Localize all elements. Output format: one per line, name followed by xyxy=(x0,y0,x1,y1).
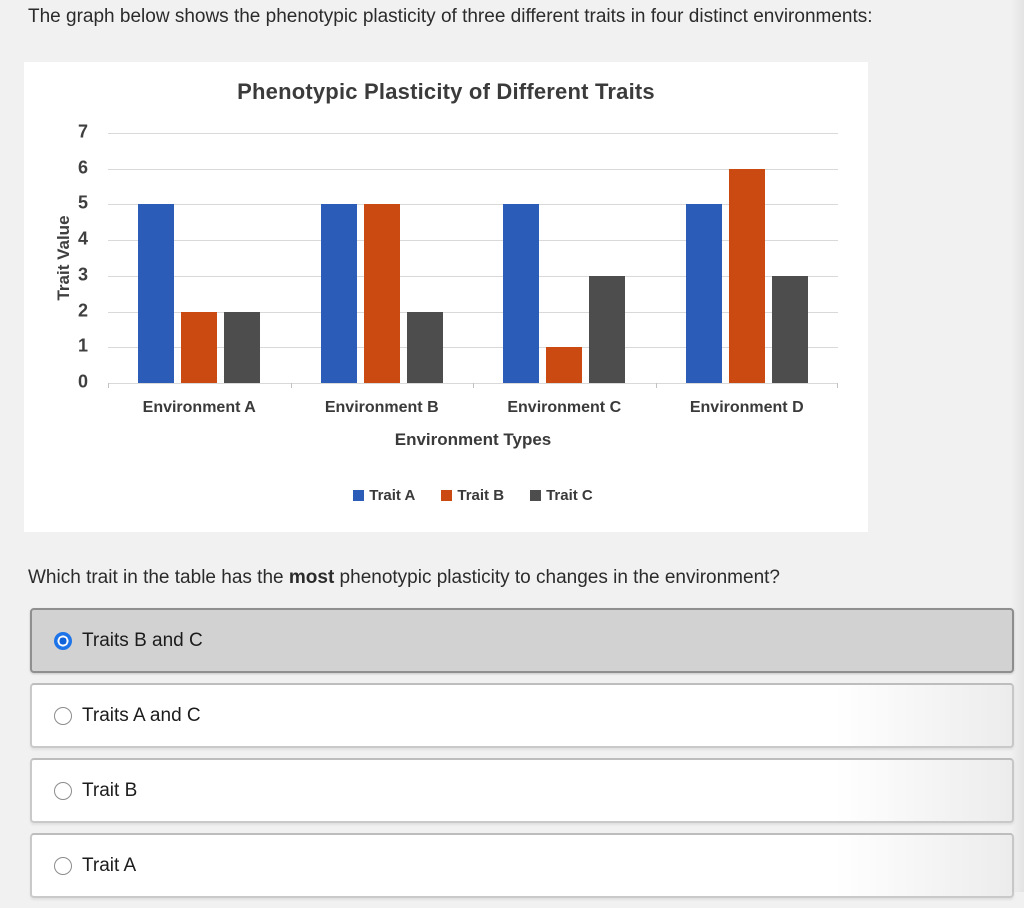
option-label: Trait A xyxy=(82,854,137,876)
x-axis-title: Environment Types xyxy=(394,430,552,449)
legend-swatch-trait-a xyxy=(353,490,365,501)
y-tick-label: 6 xyxy=(77,157,88,178)
x-category-label-environment-c: Environment C xyxy=(507,399,622,416)
chart-title: Phenotypic Plasticity of Different Trait… xyxy=(237,79,655,104)
y-tick-label: 1 xyxy=(77,335,88,356)
legend-item-trait-c: Trait C xyxy=(530,487,593,504)
question-bold-word: most xyxy=(288,567,335,588)
bar-trait-b-environment-a xyxy=(181,311,218,383)
question-text: Which trait in the table has the most ph… xyxy=(28,567,780,589)
legend-label: Trait B xyxy=(457,487,505,504)
y-tick-label: 0 xyxy=(77,371,88,392)
bar-trait-c-environment-c xyxy=(589,275,626,383)
bar-trait-a-environment-c xyxy=(503,204,540,383)
legend-swatch-trait-b xyxy=(441,490,453,501)
bar-trait-a-environment-d xyxy=(685,204,722,383)
answer-option-4[interactable]: Trait A xyxy=(30,833,1014,898)
y-tick-label: 4 xyxy=(77,228,88,249)
x-axis-tick xyxy=(473,383,474,388)
radio-button[interactable] xyxy=(54,781,72,800)
y-tick-label: 5 xyxy=(77,192,88,213)
bar-trait-b-environment-b xyxy=(363,204,400,383)
bar-groups xyxy=(108,133,838,383)
x-category-label-environment-b: Environment B xyxy=(324,399,439,416)
y-tick-label: 2 xyxy=(77,300,88,321)
plot-area xyxy=(108,133,838,388)
bar-trait-c-environment-a xyxy=(224,311,261,383)
bar-trait-b-environment-c xyxy=(546,347,583,383)
bar-trait-a-environment-b xyxy=(320,204,357,383)
chart-legend: Trait A Trait B Trait C xyxy=(108,487,838,504)
legend-label: Trait A xyxy=(369,487,416,504)
radio-button[interactable] xyxy=(54,856,72,875)
gridline xyxy=(108,133,838,134)
chart-panel: Phenotypic Plasticity of Different Trait… xyxy=(24,62,868,532)
option-label: Traits B and C xyxy=(82,629,203,651)
legend-item-trait-b: Trait B xyxy=(441,487,504,504)
x-category-label-environment-a: Environment A xyxy=(142,399,256,416)
question-suffix: phenotypic plasticity to changes in the … xyxy=(334,567,780,588)
y-axis-ticks: 0 1 2 3 4 5 6 7 xyxy=(24,121,96,391)
gridline xyxy=(108,240,838,242)
intro-text: The graph below shows the phenotypic pla… xyxy=(28,6,873,27)
radio-button[interactable] xyxy=(54,631,72,650)
bar-trait-a-environment-a xyxy=(138,204,175,383)
bar-trait-c-environment-b xyxy=(406,311,443,383)
legend-label: Trait C xyxy=(546,487,593,504)
answer-option-3[interactable]: Trait B xyxy=(30,758,1014,823)
answer-option-2[interactable]: Traits A and C xyxy=(30,683,1014,748)
legend-swatch-trait-c xyxy=(530,490,542,501)
gridline xyxy=(108,275,838,277)
x-axis-labels: Environment A Environment B Environment C E… xyxy=(108,399,838,417)
bar-group-environment-b xyxy=(291,133,474,383)
option-label: Trait B xyxy=(82,779,138,801)
y-tick-label: 7 xyxy=(77,121,88,142)
option-label: Traits A and C xyxy=(82,704,201,726)
x-axis-tick xyxy=(108,383,109,388)
x-category-label-environment-d: Environment D xyxy=(689,399,804,416)
bar-trait-c-environment-d xyxy=(771,275,808,383)
bar-group-environment-d xyxy=(656,133,839,383)
answer-option-1[interactable]: Traits B and C xyxy=(30,608,1014,673)
bar-group-environment-a xyxy=(108,133,291,383)
gridline xyxy=(108,204,838,206)
x-axis-tick xyxy=(655,383,657,388)
legend-item-trait-a: Trait A xyxy=(353,487,415,504)
bar-trait-b-environment-d xyxy=(728,168,765,383)
bar-group-environment-c xyxy=(473,133,656,383)
gridline xyxy=(108,311,838,313)
gridline xyxy=(108,347,838,349)
question-prefix: Which trait in the table has the xyxy=(28,567,289,588)
answer-options: Traits B and C Traits A and C Trait B Trait… xyxy=(30,608,1014,908)
gridline xyxy=(108,168,838,170)
y-tick-label: 3 xyxy=(77,264,88,285)
x-axis-tick xyxy=(837,383,838,388)
radio-button[interactable] xyxy=(54,706,72,725)
x-axis-tick xyxy=(290,383,292,388)
